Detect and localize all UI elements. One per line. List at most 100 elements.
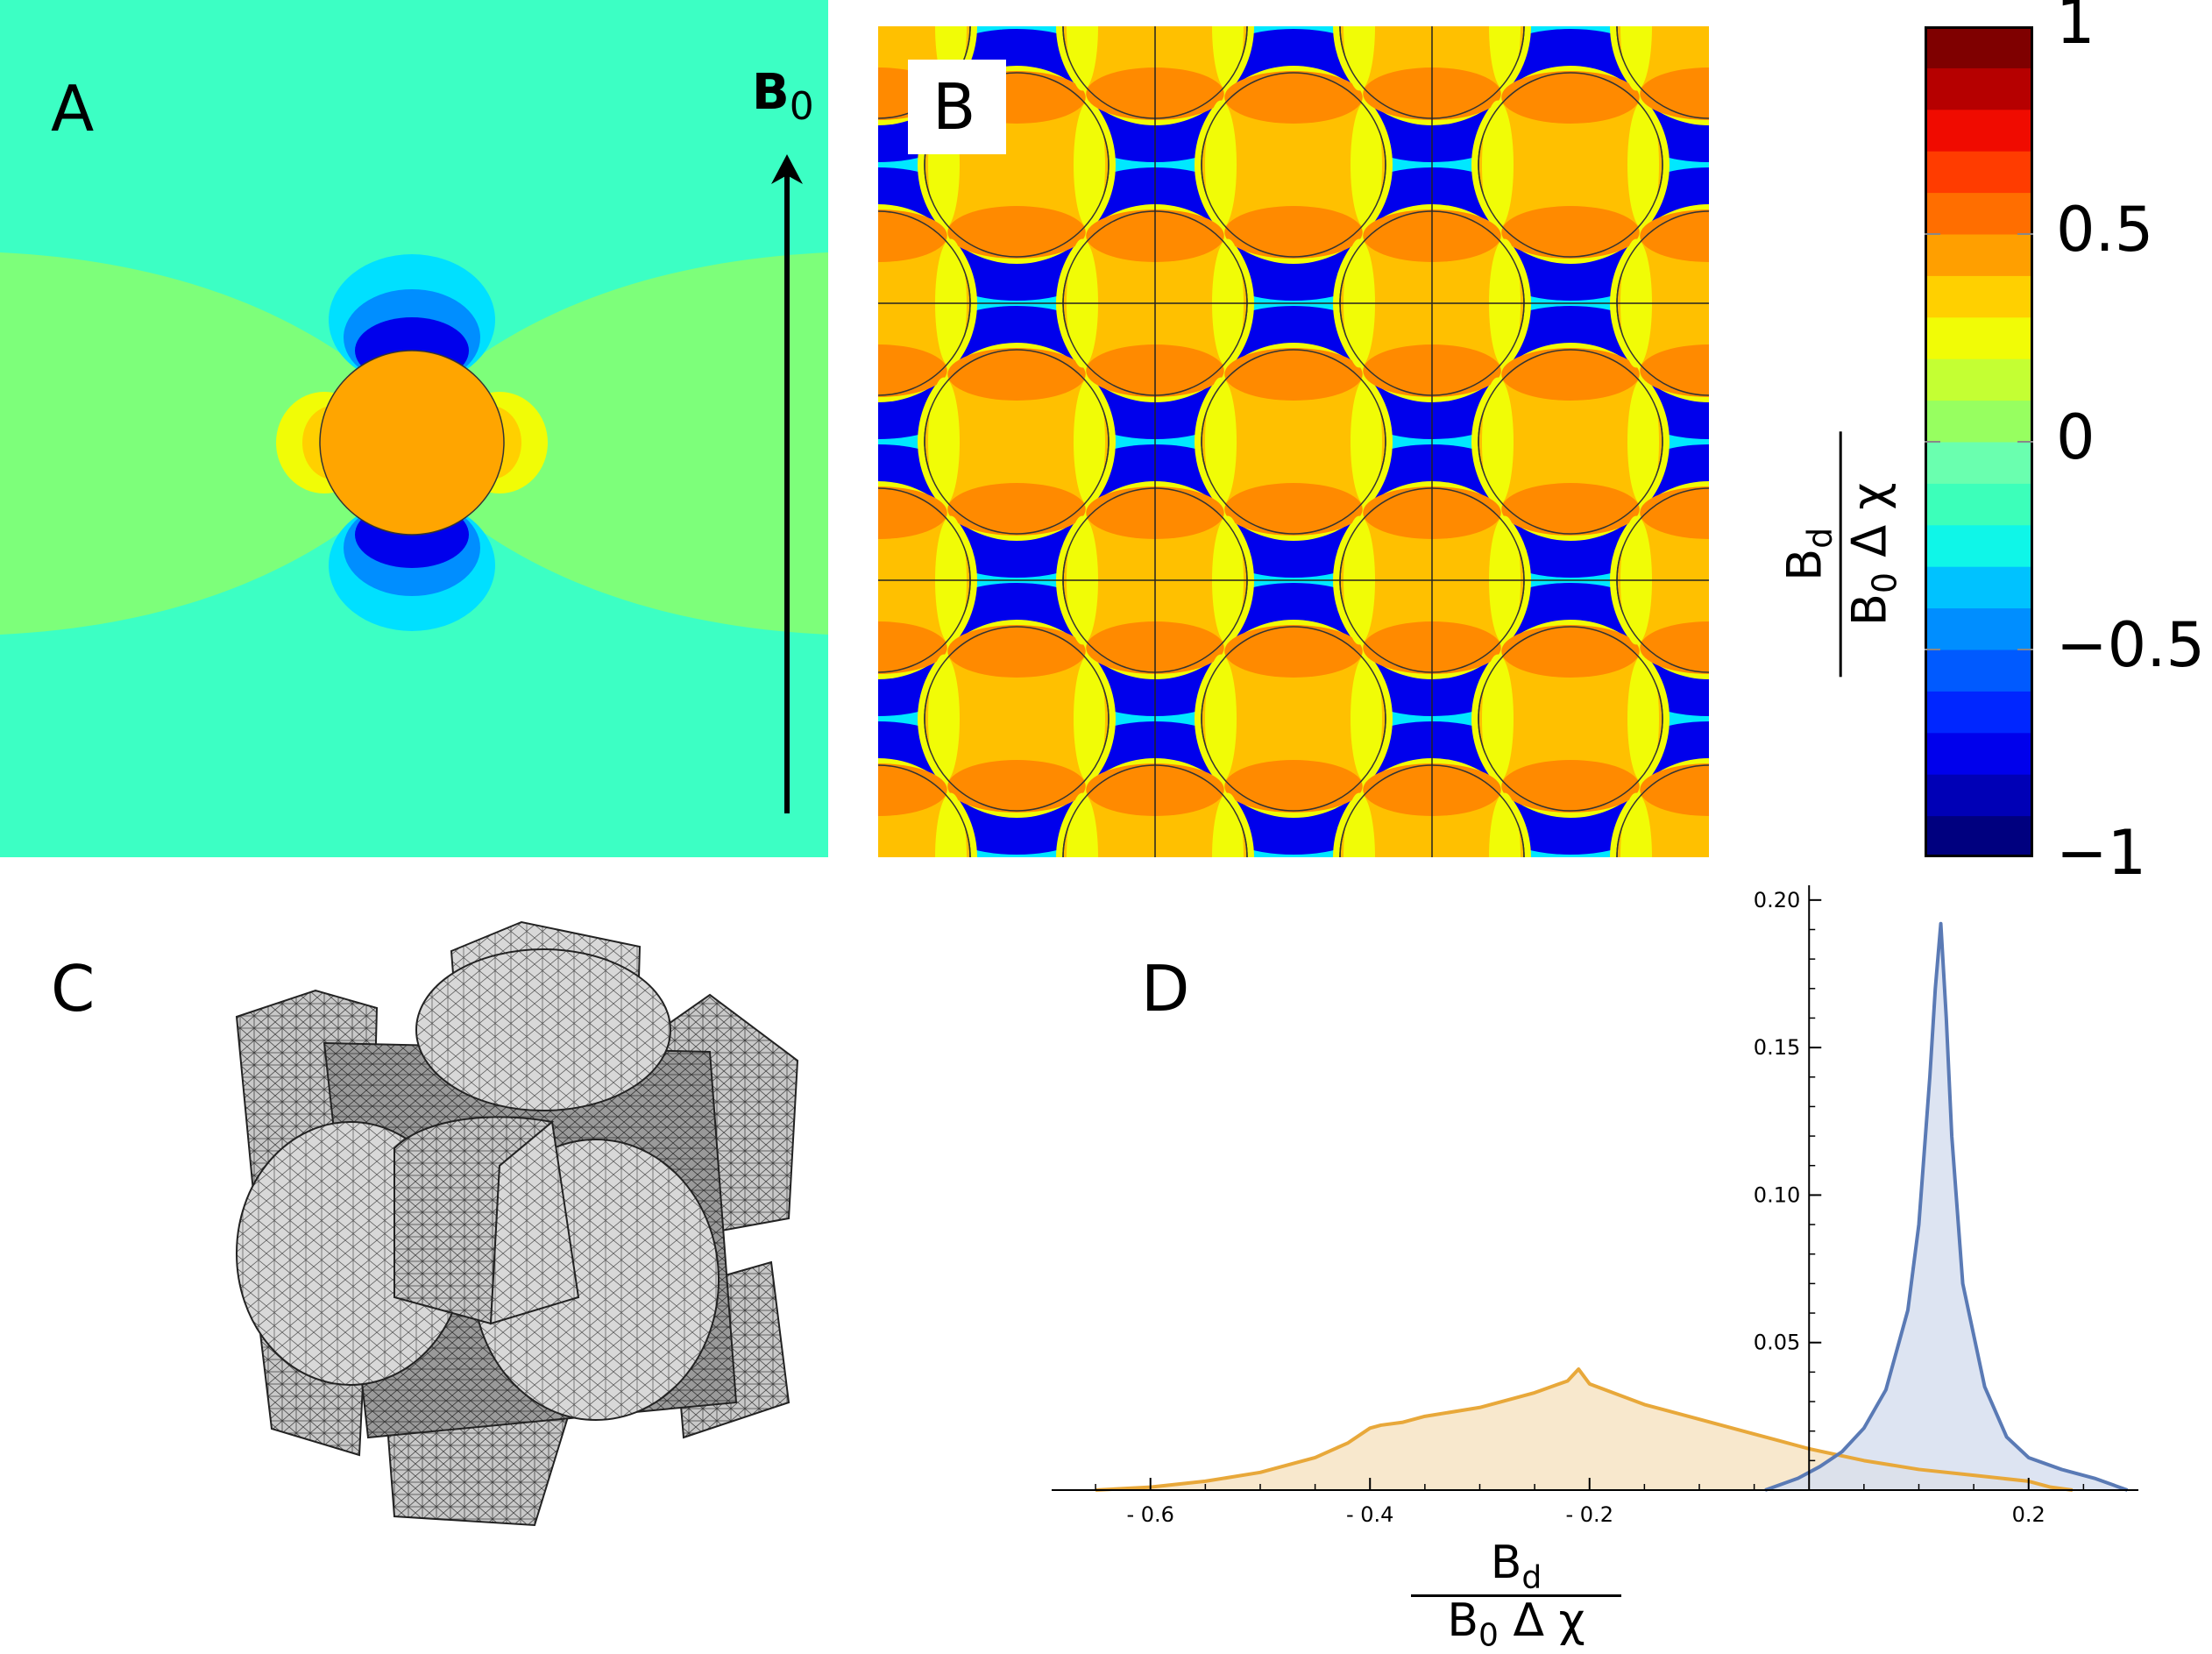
panel-b-sphere-orange-cap (1640, 67, 1709, 120)
colorbar-swatch (1925, 316, 2033, 359)
panel-b-sphere-outline (1478, 349, 1663, 535)
panel-b-sphere-orange-cap (878, 344, 947, 397)
colorbar-swatch (1925, 192, 2033, 235)
colorbar-label-numerator: Bd (1776, 527, 1840, 581)
panel-b-sphere-yellow-side (1205, 377, 1237, 507)
panel-b-sphere-orange-cap (1501, 206, 1640, 259)
x-tick-label: - 0.4 (1346, 1502, 1393, 1527)
panel-b-sphere-orange-cap (1640, 763, 1709, 816)
panel-b-sphere-orange-cap (947, 625, 1086, 678)
panel-a-sphere (319, 350, 505, 536)
panel-a: A B0 (0, 0, 828, 857)
colorbar-swatch (1925, 400, 2033, 443)
panel-b-sphere-orange-cap (1501, 760, 1640, 813)
panel-b-sphere-orange-cap (1224, 760, 1363, 813)
panel-b-sphere-yellow-side (928, 654, 960, 784)
panel-b-sphere-yellow-side (1620, 792, 1652, 857)
panel-b-sphere-yellow-side (1482, 654, 1514, 784)
y-tick-label: 0.15 (1754, 1035, 1800, 1060)
xlabel-bar (1411, 1594, 1621, 1598)
panel-b-sphere-orange-cap (947, 348, 1086, 401)
panel-b-sphere-yellow-side (1489, 792, 1521, 857)
colorbar-tick-label: −1 (2056, 817, 2147, 889)
panel-b-letter: B (932, 70, 976, 144)
colorbar-swatch (1925, 483, 2033, 526)
panel-b-sphere-yellow-side (1489, 26, 1521, 91)
panel-b-sphere-yellow-side (1344, 792, 1375, 857)
series-1-area (1765, 923, 2128, 1490)
colorbar-swatch (1925, 275, 2033, 318)
colorbar-swatch (1925, 607, 2033, 650)
y-tick-label: 0.05 (1754, 1331, 1800, 1355)
panel-b-sphere-orange-cap (947, 760, 1086, 813)
panel-d-letter: D (1141, 952, 1190, 1026)
panel-b-sphere-yellow-side (1627, 377, 1659, 507)
colorbar-swatch (1925, 442, 2033, 484)
panel-b-sphere-yellow-side (1351, 654, 1382, 784)
panel-b-sphere-orange-cap (878, 209, 947, 262)
panel-b-sphere-orange-cap (1501, 483, 1640, 536)
panel-b-sphere-yellow-side (1067, 792, 1098, 857)
panel-b-sphere-orange-cap (947, 483, 1086, 536)
panel-b-field-map (878, 26, 1709, 857)
colorbar-swatch (1925, 234, 2033, 276)
xlabel-denominator: B0 Δ χ (1447, 1594, 1585, 1654)
panel-b-sphere-yellow-side (1205, 100, 1237, 230)
panel-b-sphere-yellow-side (1482, 377, 1514, 507)
colorbar-label: Bd B0 Δ χ (1776, 431, 1904, 678)
panel-b-sphere-orange-cap (1501, 625, 1640, 678)
panel-c-mesh-unit-cell (235, 920, 799, 1527)
panel-b-sphere-orange-cap (947, 206, 1086, 259)
colorbar-swatch (1925, 691, 2033, 734)
panel-b-sphere-outline (924, 349, 1110, 535)
panel-b-sphere-yellow-side (1067, 26, 1098, 91)
colorbar-swatch (1925, 524, 2033, 567)
x-tick-label: 0.2 (2012, 1502, 2045, 1527)
b0-subscript: 0 (789, 84, 814, 129)
colorbar-swatch (1925, 774, 2033, 817)
panel-b-sphere-orange-cap (1640, 486, 1709, 539)
panel-b-sphere-orange-cap (878, 486, 947, 539)
panel-b-sphere-orange-cap (1640, 621, 1709, 674)
panel-b-sphere-orange-cap (1640, 344, 1709, 397)
series-1-line (1764, 921, 2129, 1492)
panel-b-sphere-yellow-side (1351, 100, 1382, 230)
mesh-front-center-side (489, 1120, 580, 1325)
panel-b-letter-box (908, 60, 1006, 154)
colorbar-tick-label: −0.5 (2056, 609, 2205, 681)
colorbar-tick-label: 1 (2056, 0, 2095, 58)
panel-b-sphere-outline (1201, 626, 1386, 812)
panel-c-letter: C (51, 952, 96, 1026)
xlabel-numerator: Bd (1490, 1537, 1542, 1596)
colorbar-tick-label: 0 (2056, 401, 2095, 473)
panel-b-sphere-yellow-side (1627, 654, 1659, 784)
panel-b-sphere-yellow-side (1074, 654, 1105, 784)
y-tick-label: 0.20 (1754, 888, 1800, 912)
panel-b-sphere-yellow-side (1074, 100, 1105, 230)
panel-b-sphere-orange-cap (1224, 625, 1363, 678)
panel-b-sphere-outline (1201, 349, 1386, 535)
panel-b-sphere-yellow-side (1205, 654, 1237, 784)
colorbar-swatch (1925, 109, 2033, 152)
colorbar-swatch (1925, 732, 2033, 775)
panel-b-sphere-outline (924, 626, 1110, 812)
panel-b-sphere-yellow-side (1212, 26, 1244, 91)
colorbar (1925, 26, 2033, 857)
colorbar-swatch (1925, 650, 2033, 692)
panel-b-sphere-orange-cap (878, 763, 947, 816)
panel-a-letter: A (51, 72, 95, 146)
panel-b-sphere-orange-cap (1501, 71, 1640, 124)
panel-b-sphere-orange-cap (1224, 348, 1363, 401)
colorbar-swatch (1925, 815, 2033, 857)
mesh-top-sphere (415, 948, 671, 1111)
panel-b-sphere-yellow-side (1482, 100, 1514, 230)
b0-symbol: B (752, 64, 790, 121)
panel-b-sphere-outline (1478, 72, 1663, 258)
panel-b-sphere-orange-cap (878, 621, 947, 674)
colorbar-swatch (1925, 151, 2033, 194)
panel-a-b0-arrowhead (771, 154, 803, 184)
panel-b-sphere-yellow-side (1212, 792, 1244, 857)
panel-b-sphere-orange-cap (1224, 483, 1363, 536)
panel-a-field-map (0, 0, 828, 857)
panel-b-sphere-yellow-side (928, 377, 960, 507)
